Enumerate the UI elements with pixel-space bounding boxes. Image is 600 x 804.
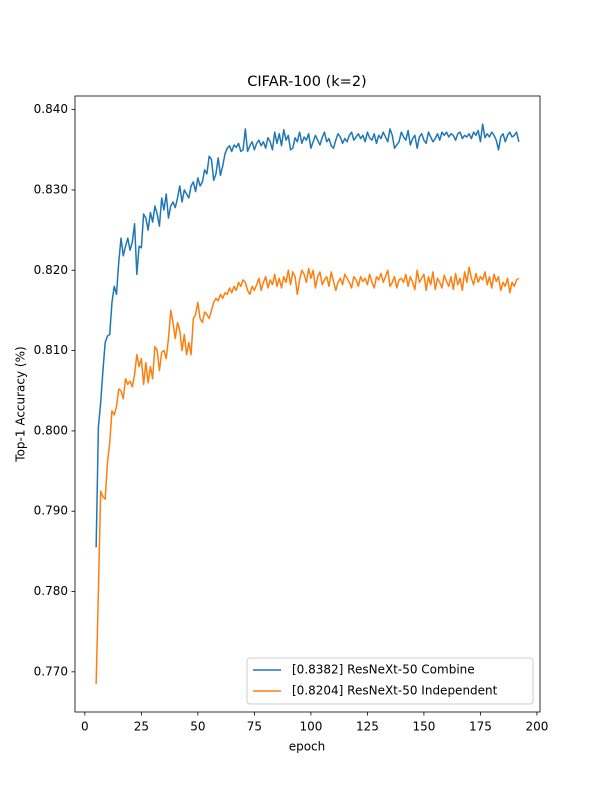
legend-label: [0.8382] ResNeXt-50 Combine [292,663,475,677]
x-axis-label: epoch [289,740,326,754]
x-tick-label: 100 [299,720,322,734]
y-tick-label: 0.820 [34,263,68,277]
y-axis-label: Top-1 Accuracy (%) [14,346,28,462]
chart-title: CIFAR-100 (k=2) [247,74,366,90]
legend-box [246,657,534,705]
x-tick-label: 175 [469,720,492,734]
x-tick-label: 0 [81,720,89,734]
line-series [95,266,520,684]
line-series [95,123,520,548]
y-tick-label: 0.810 [34,343,68,357]
x-tick-label: 50 [190,720,205,734]
y-tick-label: 0.780 [34,584,68,598]
y-tick-label: 0.800 [34,423,68,437]
x-tick-label: 125 [356,720,379,734]
y-tick-label: 0.840 [34,102,68,116]
legend-label: [0.8204] ResNeXt-50 Independent [292,684,498,698]
x-tick-label: 150 [412,720,435,734]
axes-frame [74,95,541,713]
x-tick-label: 25 [134,720,149,734]
x-tick-label: 200 [525,720,548,734]
y-tick-label: 0.770 [34,664,68,678]
y-tick-label: 0.830 [34,182,68,196]
y-tick-label: 0.790 [34,504,68,518]
x-tick-label: 75 [247,720,262,734]
